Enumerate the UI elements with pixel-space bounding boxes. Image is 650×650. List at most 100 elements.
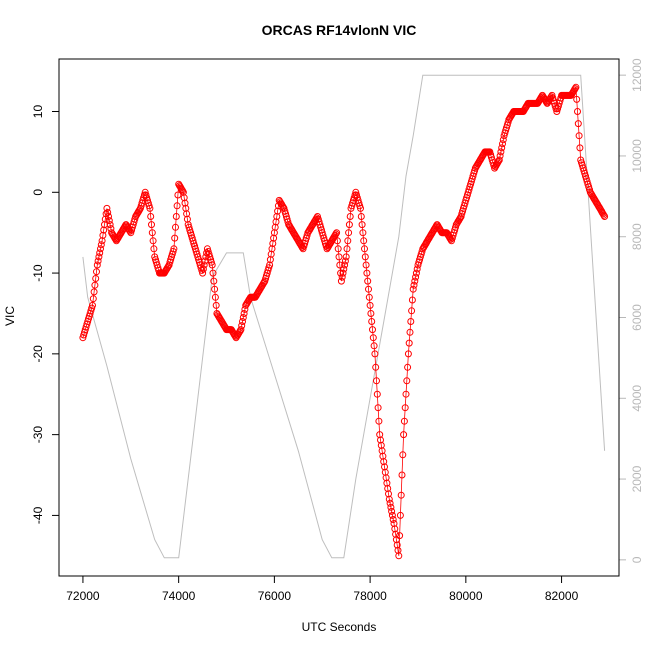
vic-point [385, 490, 392, 498]
y-axis-label: VIC [3, 306, 17, 326]
vic-point [97, 241, 105, 249]
vic-point [199, 269, 207, 277]
vic-point [365, 293, 373, 301]
vic-point [413, 265, 421, 273]
vic-point [383, 479, 391, 487]
vic-point [148, 221, 155, 229]
vic-point [412, 269, 420, 277]
y-tick-label: -40 [31, 506, 45, 524]
y-tick-label: 0 [31, 189, 45, 196]
vic-point [371, 350, 379, 358]
vic-point [574, 120, 582, 128]
vic-point [93, 268, 100, 276]
vic-point [360, 237, 368, 245]
vic-point [266, 261, 274, 269]
vic-point [366, 301, 374, 309]
vic-point [211, 285, 219, 293]
vic-point [497, 148, 505, 156]
vic-point [409, 285, 417, 293]
vic-point [380, 458, 388, 466]
vic-point [364, 277, 372, 285]
vic-point [342, 253, 350, 261]
vic-point [571, 85, 579, 93]
vic-point [99, 231, 107, 239]
vic-point [272, 218, 280, 226]
vic-point [268, 245, 276, 253]
vic-point [210, 277, 218, 285]
vic-point [97, 245, 104, 253]
vic-point [211, 293, 219, 301]
vic-point [164, 262, 172, 270]
vic-point [396, 511, 404, 519]
vic-point [369, 334, 377, 342]
vic-point [170, 245, 178, 253]
vic-point [240, 310, 248, 317]
vic-point [408, 307, 416, 315]
vic-point [336, 261, 344, 269]
vic-point [495, 156, 503, 164]
vic-point [95, 253, 103, 261]
vic-point [237, 326, 245, 334]
vic-point [391, 525, 399, 533]
vic-point [338, 273, 346, 281]
vic-point [376, 431, 384, 439]
vic-point [375, 417, 383, 425]
vic-point [381, 463, 388, 471]
vic-point [398, 471, 406, 479]
vic-point [346, 213, 354, 220]
vic-point [402, 390, 410, 398]
vic-point [377, 441, 385, 449]
x-tick-label: 72000 [66, 589, 100, 603]
vic-point [396, 532, 404, 540]
vic-point [183, 215, 191, 223]
vic-point [148, 229, 156, 237]
vic-point [343, 245, 351, 253]
vic-point [399, 451, 407, 459]
vic-point [92, 275, 100, 282]
vic-point [94, 257, 102, 265]
vic-point [341, 261, 349, 269]
vic-point [238, 322, 246, 330]
vic-point [387, 503, 395, 511]
y2-tick-label: 8000 [630, 223, 644, 250]
vic-point [361, 245, 368, 253]
vic-point [498, 144, 506, 152]
vic-point [361, 253, 369, 261]
vic-point [271, 223, 279, 231]
vic-point [386, 499, 394, 507]
vic-point [408, 296, 416, 304]
vic-point [404, 350, 412, 358]
vic-point [209, 269, 217, 277]
vic-point [105, 217, 113, 225]
y-tick-label: -30 [31, 426, 45, 444]
vic-point [358, 221, 366, 229]
vic-point [395, 552, 403, 560]
x-tick-label: 82000 [545, 589, 579, 603]
vic-point [172, 213, 180, 220]
vic-point [182, 204, 190, 212]
vic-point [368, 318, 376, 325]
vic-point [373, 377, 380, 385]
vic-point [392, 530, 400, 538]
y2-tick-label: 0 [630, 556, 644, 563]
vic-point [266, 256, 274, 264]
vic-point [373, 390, 381, 398]
vic-point [379, 452, 387, 460]
vic-point [499, 136, 507, 144]
vic-point [174, 191, 182, 199]
vic-point [208, 261, 216, 269]
vic-point [397, 491, 405, 499]
vic-point [106, 221, 114, 229]
vic-point [575, 132, 583, 140]
vic-point [601, 213, 609, 220]
y2-tick-label: 6000 [630, 304, 644, 331]
vic-point [388, 511, 396, 519]
vic-point [372, 363, 380, 371]
y2-tick-label: 4000 [630, 385, 644, 412]
y2-tick-label: 2000 [630, 465, 644, 492]
vic-point [146, 204, 154, 212]
altitude-line [82, 74, 606, 559]
vic-point [105, 213, 112, 220]
vic-point [181, 199, 189, 207]
